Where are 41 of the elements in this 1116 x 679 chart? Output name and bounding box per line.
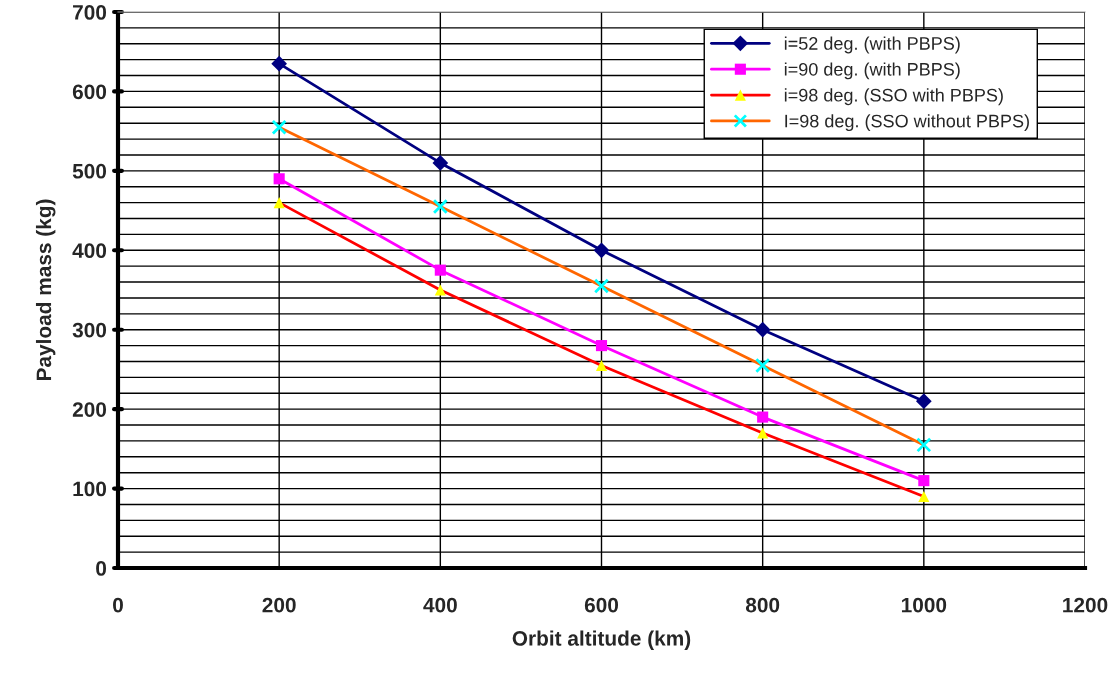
point: [273, 197, 285, 209]
legend-label: i=98 deg. (SSO with PBPS): [784, 88, 1003, 106]
legend-label: I=98 deg. (SSO without PBPS): [785, 114, 1029, 131]
y-tick-label: 300: [72, 322, 107, 338]
point: [918, 490, 930, 503]
x-tick-label: 200: [262, 597, 296, 613]
x-tick-label: 1200: [1063, 597, 1108, 613]
point: [757, 411, 769, 423]
x-tick-label: 1000: [901, 597, 947, 613]
y-axis-title: Payload mass (kg): [35, 199, 56, 381]
point: [432, 155, 449, 171]
y-tick-label: 400: [72, 243, 107, 259]
point: [434, 284, 446, 296]
point: [593, 242, 610, 259]
point: [595, 340, 608, 352]
point: [593, 278, 610, 294]
point: [755, 357, 771, 374]
y-tick-label: 700: [73, 5, 107, 20]
y-tick-label: 500: [72, 163, 107, 179]
point: [271, 55, 288, 72]
legend-label: i=52 deg. (with PBPS): [784, 36, 960, 54]
point: [916, 437, 932, 453]
point: [915, 393, 932, 410]
x-tick-label: 0: [113, 597, 123, 613]
point: [757, 427, 769, 439]
x-tick-label: 600: [584, 597, 619, 613]
y-tick-label: 600: [72, 84, 107, 100]
y-tick-label: 100: [73, 481, 107, 497]
x-tick-label: 400: [423, 597, 457, 613]
point: [432, 198, 448, 215]
y-tick-label: 0: [96, 561, 107, 576]
point: [271, 119, 287, 135]
point: [434, 264, 446, 276]
legend-label: i=90 deg. (with PBPS): [784, 62, 960, 80]
point: [273, 173, 285, 185]
point: [918, 475, 930, 487]
x-tick-label: 800: [745, 597, 780, 613]
x-axis-title: Orbit altitude (km): [512, 630, 691, 650]
point: [754, 321, 771, 338]
point: [595, 359, 608, 372]
y-tick-label: 200: [72, 402, 107, 417]
